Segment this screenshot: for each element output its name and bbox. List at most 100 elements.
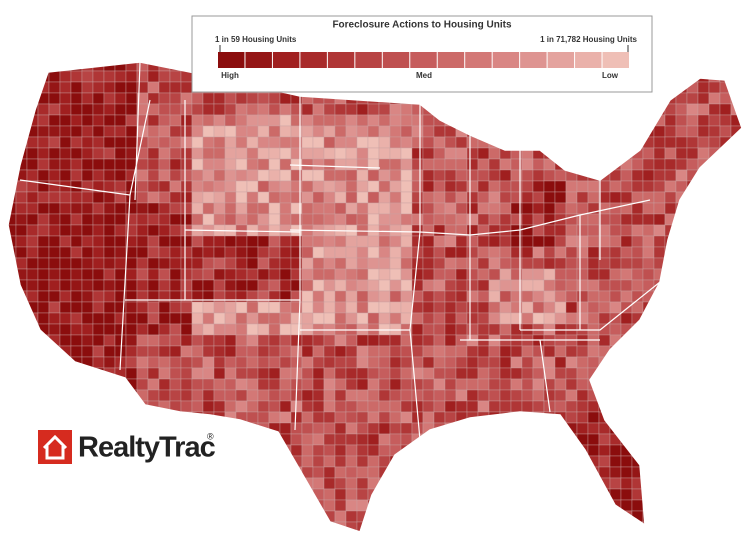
county <box>323 213 336 226</box>
county <box>169 499 182 512</box>
county <box>411 169 424 182</box>
county <box>70 301 83 314</box>
county <box>48 180 61 193</box>
county <box>49 533 60 541</box>
county <box>400 510 413 523</box>
county <box>103 279 116 292</box>
county <box>246 301 259 314</box>
county <box>126 533 137 541</box>
county <box>367 334 380 347</box>
county <box>631 103 644 116</box>
county <box>312 345 325 358</box>
legend-swatch <box>575 52 602 68</box>
county <box>202 147 215 160</box>
county <box>312 125 325 138</box>
county <box>554 521 567 532</box>
county <box>279 114 292 127</box>
county <box>37 268 50 281</box>
county <box>378 279 391 292</box>
county <box>147 147 160 160</box>
county <box>686 301 699 314</box>
county <box>334 510 347 523</box>
county <box>48 301 61 314</box>
county <box>730 301 742 314</box>
county <box>48 268 61 281</box>
county <box>81 378 94 391</box>
county <box>697 202 710 215</box>
county <box>268 246 281 259</box>
county <box>48 367 61 380</box>
county <box>169 114 182 127</box>
county <box>422 411 435 424</box>
county <box>368 533 379 541</box>
county <box>620 279 633 292</box>
county <box>378 147 391 160</box>
county <box>576 92 589 105</box>
county <box>719 125 732 138</box>
county <box>675 268 688 281</box>
county <box>180 323 193 336</box>
county <box>345 455 358 468</box>
county <box>708 422 721 435</box>
county <box>136 246 149 259</box>
county <box>499 125 512 138</box>
county <box>59 224 72 237</box>
county <box>26 323 39 336</box>
county <box>15 389 28 402</box>
county <box>103 378 116 391</box>
county <box>653 378 666 391</box>
county <box>411 191 424 204</box>
county <box>433 488 446 501</box>
county <box>576 147 589 160</box>
county <box>730 367 742 380</box>
county <box>631 433 644 446</box>
county <box>323 114 336 127</box>
county <box>26 147 39 160</box>
county <box>301 147 314 160</box>
county <box>686 444 699 457</box>
county <box>81 246 94 259</box>
county <box>356 213 369 226</box>
county <box>367 444 380 457</box>
county <box>455 444 468 457</box>
county <box>576 202 589 215</box>
legend-scale-label: High <box>221 71 239 80</box>
county <box>455 114 468 127</box>
county <box>268 510 281 523</box>
county <box>400 235 413 248</box>
county <box>59 103 72 116</box>
county <box>411 477 424 490</box>
county <box>576 125 589 138</box>
county <box>191 202 204 215</box>
county <box>367 466 380 479</box>
county <box>653 499 666 512</box>
county <box>26 169 39 182</box>
county <box>71 533 82 541</box>
county <box>488 290 501 303</box>
county <box>246 103 259 116</box>
county <box>433 466 446 479</box>
county <box>378 488 391 501</box>
county <box>125 488 138 501</box>
county <box>81 499 94 512</box>
county <box>279 191 292 204</box>
county <box>433 301 446 314</box>
county <box>268 521 281 532</box>
county <box>477 114 490 127</box>
county <box>48 389 61 402</box>
county <box>169 510 182 523</box>
county <box>521 411 534 424</box>
county <box>466 301 479 314</box>
county <box>169 334 182 347</box>
county <box>741 378 742 391</box>
county <box>92 290 105 303</box>
county <box>8 466 17 479</box>
county <box>730 389 742 402</box>
county <box>456 533 467 541</box>
county <box>653 125 666 138</box>
county <box>664 114 677 127</box>
county <box>477 92 490 105</box>
county <box>642 224 655 237</box>
county <box>664 356 677 369</box>
county <box>455 191 468 204</box>
